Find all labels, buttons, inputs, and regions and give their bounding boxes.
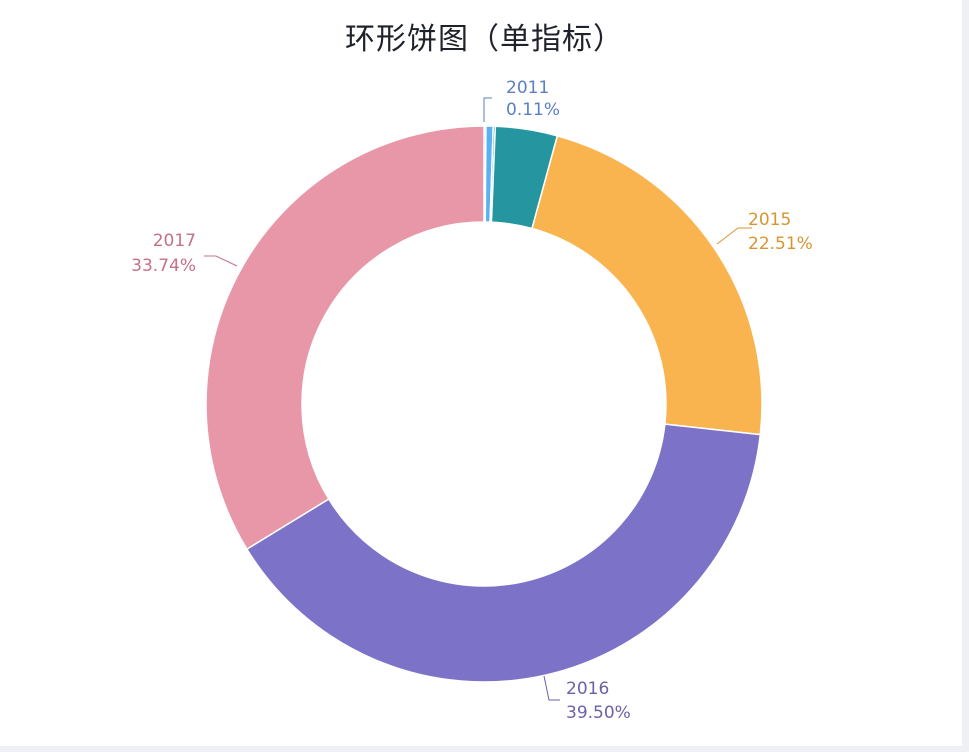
label-name-2016: 2016: [566, 679, 609, 699]
label-line-2017: [204, 255, 238, 267]
label-name-2011: 2011: [506, 78, 549, 98]
label-line-2011: [483, 97, 492, 122]
chart-title: 环形饼图（单指标）: [345, 22, 624, 57]
label-percent-2011: 0.11%: [506, 100, 560, 120]
label-percent-2017: 33.74%: [131, 256, 196, 276]
scroll-edge-right: [962, 0, 969, 752]
slice-2015[interactable]: [531, 134, 763, 436]
slice-2017[interactable]: [205, 125, 485, 551]
label-line-2015: [716, 227, 752, 245]
label-name-2015: 2015: [748, 210, 791, 230]
slice-2016[interactable]: [245, 423, 762, 683]
scroll-edge-bottom: [0, 746, 969, 752]
label-percent-2015: 22.51%: [748, 234, 813, 254]
label-percent-2016: 39.50%: [566, 703, 631, 723]
label-line-2016: [543, 675, 560, 701]
donut-slices: [205, 125, 763, 683]
label-name-2017: 2017: [153, 231, 196, 251]
